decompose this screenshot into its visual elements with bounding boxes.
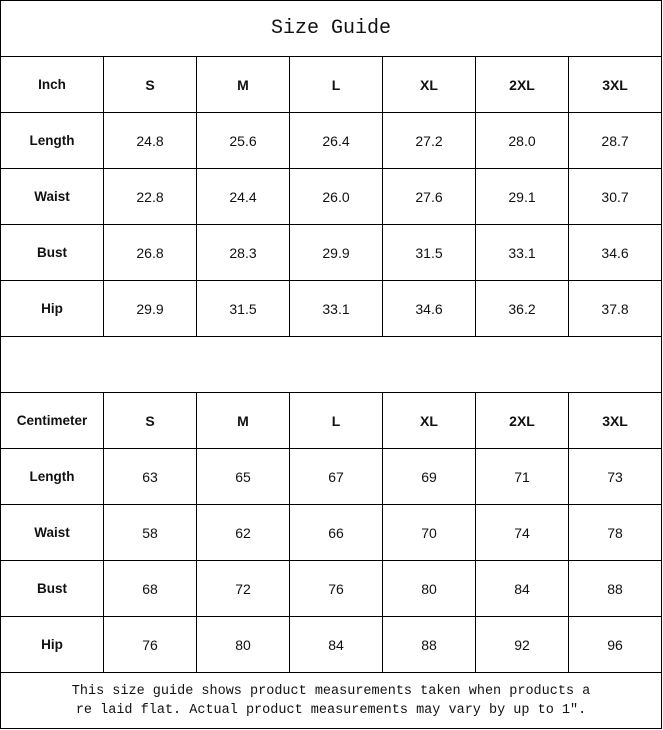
row-label: Bust — [0, 224, 104, 281]
measurement-cell: 30.7 — [567, 168, 663, 225]
measurement-cell: 80 — [196, 616, 290, 673]
measurement-cell: 76 — [289, 560, 383, 617]
footer-line: This size guide shows product measuremen… — [71, 683, 591, 699]
measurement-cell: 25.6 — [196, 112, 290, 169]
measurement-cell: 68 — [103, 560, 197, 617]
measurement-cell: 37.8 — [567, 280, 663, 337]
table-row: Hip 76 80 84 88 92 96 — [0, 616, 663, 673]
size-header: XL — [382, 56, 476, 113]
measurement-cell: 72 — [196, 560, 290, 617]
row-label: Waist — [0, 168, 104, 225]
size-header: S — [103, 392, 197, 449]
measurement-cell: 28.3 — [196, 224, 290, 281]
measurement-cell: 34.6 — [567, 224, 663, 281]
measurement-cell: 31.5 — [196, 280, 290, 337]
measurement-cell: 26.4 — [289, 112, 383, 169]
header-row: Inch S M L XL 2XL 3XL — [0, 56, 663, 113]
measurement-cell: 24.8 — [103, 112, 197, 169]
size-header: 2XL — [475, 392, 569, 449]
measurement-cell: 78 — [567, 504, 663, 561]
spacer-row — [0, 336, 663, 393]
size-header: 3XL — [567, 392, 663, 449]
size-header: 2XL — [475, 56, 569, 113]
size-header: 3XL — [567, 56, 663, 113]
size-header: L — [289, 392, 383, 449]
measurement-cell: 29.1 — [475, 168, 569, 225]
row-label: Length — [0, 112, 104, 169]
measurement-cell: 58 — [103, 504, 197, 561]
size-header: L — [289, 56, 383, 113]
measurement-cell: 88 — [382, 616, 476, 673]
measurement-cell: 27.2 — [382, 112, 476, 169]
footer-line: re laid flat. Actual product measurement… — [75, 702, 587, 718]
unit-header: Inch — [0, 56, 104, 113]
row-label: Bust — [0, 560, 104, 617]
table-row: Hip 29.9 31.5 33.1 34.6 36.2 37.8 — [0, 280, 663, 337]
footer-note: This size guide shows product measuremen… — [0, 672, 663, 729]
measurement-cell: 33.1 — [289, 280, 383, 337]
measurement-cell: 96 — [567, 616, 663, 673]
measurement-cell: 34.6 — [382, 280, 476, 337]
measurement-cell: 36.2 — [475, 280, 569, 337]
spacer-cell — [0, 336, 663, 393]
header-row: Centimeter S M L XL 2XL 3XL — [0, 392, 663, 449]
measurement-cell: 71 — [475, 448, 569, 505]
measurement-cell: 28.7 — [567, 112, 663, 169]
table-row: Length 24.8 25.6 26.4 27.2 28.0 28.7 — [0, 112, 663, 169]
measurement-cell: 22.8 — [103, 168, 197, 225]
measurement-cell: 92 — [475, 616, 569, 673]
measurement-cell: 66 — [289, 504, 383, 561]
size-header: M — [196, 56, 290, 113]
measurement-cell: 65 — [196, 448, 290, 505]
measurement-cell: 63 — [103, 448, 197, 505]
measurement-cell: 67 — [289, 448, 383, 505]
table-row: Bust 68 72 76 80 84 88 — [0, 560, 663, 617]
size-header: M — [196, 392, 290, 449]
unit-header: Centimeter — [0, 392, 104, 449]
page-title: Size Guide — [0, 0, 663, 57]
measurement-cell: 62 — [196, 504, 290, 561]
measurement-cell: 24.4 — [196, 168, 290, 225]
measurement-cell: 33.1 — [475, 224, 569, 281]
row-label: Hip — [0, 280, 104, 337]
table-row: Waist 22.8 24.4 26.0 27.6 29.1 30.7 — [0, 168, 663, 225]
table-row: Bust 26.8 28.3 29.9 31.5 33.1 34.6 — [0, 224, 663, 281]
row-label: Length — [0, 448, 104, 505]
measurement-cell: 80 — [382, 560, 476, 617]
table-row: Length 63 65 67 69 71 73 — [0, 448, 663, 505]
measurement-cell: 74 — [475, 504, 569, 561]
measurement-cell: 73 — [567, 448, 663, 505]
measurement-cell: 69 — [382, 448, 476, 505]
size-header: S — [103, 56, 197, 113]
title-row: Size Guide — [0, 0, 663, 57]
measurement-cell: 28.0 — [475, 112, 569, 169]
measurement-cell: 27.6 — [382, 168, 476, 225]
measurement-cell: 26.8 — [103, 224, 197, 281]
row-label: Hip — [0, 616, 104, 673]
measurement-cell: 88 — [567, 560, 663, 617]
measurement-cell: 29.9 — [103, 280, 197, 337]
measurement-cell: 31.5 — [382, 224, 476, 281]
table-row: Waist 58 62 66 70 74 78 — [0, 504, 663, 561]
measurement-cell: 70 — [382, 504, 476, 561]
measurement-cell: 26.0 — [289, 168, 383, 225]
row-label: Waist — [0, 504, 104, 561]
measurement-cell: 29.9 — [289, 224, 383, 281]
measurement-cell: 84 — [289, 616, 383, 673]
measurement-cell: 76 — [103, 616, 197, 673]
footer-row: This size guide shows product measuremen… — [0, 672, 663, 729]
measurement-cell: 84 — [475, 560, 569, 617]
size-header: XL — [382, 392, 476, 449]
